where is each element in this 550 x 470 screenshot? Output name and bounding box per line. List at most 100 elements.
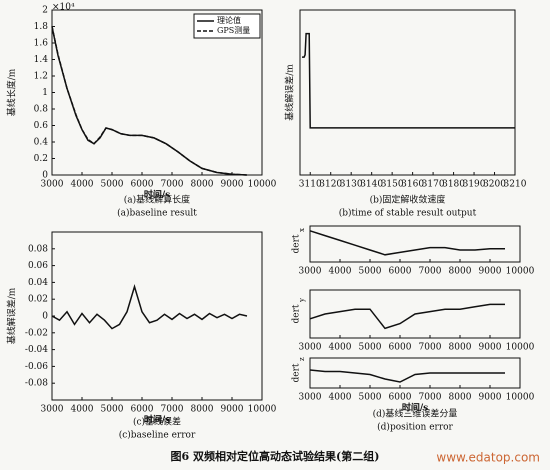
x-tick-label: 9000	[221, 405, 244, 415]
x-tick-label: 5000	[359, 393, 382, 403]
legend-label: GPS测量	[217, 26, 250, 35]
x-axis-label: 时间/s	[144, 414, 170, 426]
y-axis-label: 基线解误差/m	[6, 287, 18, 344]
series-line	[51, 283, 248, 330]
y-tick-label: 1.6	[34, 39, 49, 49]
x-tick-label: 10000	[248, 180, 277, 190]
watermark: www.edatop.com	[436, 451, 540, 465]
y-tick-label: 0.2	[34, 154, 48, 164]
y-tick-label: 0.02	[28, 295, 48, 305]
x-tick-label: 8000	[449, 343, 472, 353]
x-tick-label: 5000	[101, 405, 124, 415]
y-axis-label: dert	[292, 363, 302, 382]
x-tick-label: 5000	[101, 180, 124, 190]
y-tick-label: 0	[42, 312, 48, 322]
x-tick-label: 8000	[191, 405, 214, 415]
caption-en: (d)position error	[377, 422, 453, 433]
x-tick-label: 4000	[329, 267, 352, 277]
y-axis-label-sub: z	[298, 357, 306, 361]
x-tick-label: 4000	[71, 180, 94, 190]
x-tick-label: 3120	[319, 180, 342, 190]
x-tick-label: 4000	[71, 405, 94, 415]
x-tick-label: 5000	[359, 343, 382, 353]
x-tick-label: 9000	[479, 267, 502, 277]
y-tick-label: -0.06	[25, 362, 48, 372]
y-tick-label: 1	[42, 88, 48, 98]
figure-caption: 图6 双频相对定位高动态试验结果(第二组)	[171, 449, 380, 463]
x-axis-label: 时间/s	[402, 402, 428, 414]
y-tick-label: 1.8	[34, 22, 49, 32]
y-axis-label-sub: x	[298, 228, 306, 232]
x-tick-label: 6000	[389, 343, 412, 353]
x-tick-label: 9000	[221, 180, 244, 190]
y-axis-label: 基线解误差/m	[284, 64, 296, 121]
y-tick-label: -0.08	[25, 379, 48, 389]
series-line	[51, 26, 248, 176]
x-tick-label: 6000	[131, 180, 154, 190]
axis-multiplier: ×10⁴	[52, 3, 75, 13]
caption: (b)固定解收敛速度	[370, 194, 446, 206]
y-tick-label: 2	[42, 6, 48, 16]
x-tick-label: 7000	[419, 393, 442, 403]
caption: (a)基线解算长度	[124, 194, 190, 206]
series-line	[309, 230, 505, 256]
x-tick-label: 3110	[299, 180, 322, 190]
y-tick-label: 0	[42, 171, 48, 181]
x-tick-label: 6000	[389, 267, 412, 277]
x-tick-label: 7000	[161, 180, 184, 190]
x-tick-label: 10000	[506, 267, 535, 277]
x-tick-label: 4000	[329, 393, 352, 403]
legend-label: 理论值	[217, 15, 241, 25]
x-axis-label: 时间/s	[144, 189, 170, 201]
x-tick-label: 10000	[506, 343, 535, 353]
caption: (c)基线误差	[133, 416, 181, 428]
caption-en: (c)baseline error	[119, 430, 196, 441]
y-tick-label: 0.04	[28, 278, 48, 288]
y-axis-label-sub: y	[298, 298, 306, 303]
y-tick-label: 0.8	[34, 105, 49, 115]
x-tick-label: 3000	[41, 180, 64, 190]
x-tick-label: 3000	[299, 267, 322, 277]
caption-en: (b)time of stable result output	[339, 208, 477, 219]
series-line	[309, 369, 505, 383]
y-tick-label: 0.6	[34, 121, 49, 131]
x-tick-label: 3170	[422, 180, 445, 190]
x-tick-label: 3210	[504, 180, 527, 190]
caption: (d)基线三维误差分量	[373, 408, 458, 420]
x-tick-label: 3000	[299, 393, 322, 403]
x-tick-label: 4000	[329, 343, 352, 353]
plot-frame	[309, 357, 521, 389]
x-tick-label: 5000	[359, 267, 382, 277]
series-line	[302, 32, 515, 129]
x-tick-label: 3180	[442, 180, 465, 190]
x-tick-label: 6000	[131, 405, 154, 415]
x-tick-label: 9000	[479, 343, 502, 353]
y-axis-label: 基线长度/m	[6, 68, 18, 116]
y-tick-label: 0.08	[28, 244, 48, 254]
y-tick-label: 0.06	[28, 261, 48, 271]
x-tick-label: 3130	[340, 180, 363, 190]
x-tick-label: 10000	[506, 393, 535, 403]
y-tick-label: -0.02	[25, 328, 48, 338]
y-tick-label: 0.4	[34, 138, 49, 148]
x-tick-label: 6000	[389, 393, 412, 403]
x-tick-label: 3140	[360, 180, 383, 190]
x-tick-label: 10000	[248, 405, 277, 415]
y-tick-label: 1.2	[34, 72, 48, 82]
series-line	[309, 303, 505, 330]
legend-box	[193, 13, 261, 39]
y-axis-label: dert	[292, 304, 302, 323]
y-tick-label: -0.04	[25, 345, 48, 355]
caption-en: (a)baseline result	[117, 208, 197, 219]
x-tick-label: 7000	[161, 405, 184, 415]
x-tick-label: 8000	[449, 393, 472, 403]
y-tick-label: 1.4	[34, 55, 49, 65]
y-axis-label: dert	[292, 234, 302, 253]
x-tick-label: 8000	[191, 180, 214, 190]
x-tick-label: 3160	[401, 180, 424, 190]
x-tick-label: 3000	[299, 343, 322, 353]
x-tick-label: 3150	[381, 180, 404, 190]
x-tick-label: 3190	[463, 180, 486, 190]
